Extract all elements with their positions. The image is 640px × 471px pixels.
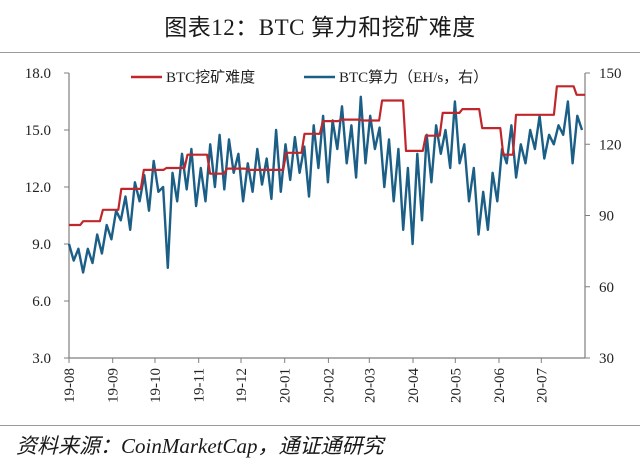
right-y-tick-label: 30 — [599, 351, 614, 367]
chart-canvas: 18.0 15.0 12.0 9.0 6.0 3.0 150 120 90 60 30 19-08 19… — [25, 66, 622, 403]
x-tick-label: 19-09 — [106, 368, 122, 403]
left-y-tick-label: 15.0 — [25, 123, 51, 139]
title-divider — [0, 52, 640, 53]
x-tick-label: 19-11 — [192, 368, 208, 402]
legend-difficulty-label: BTC挖矿难度 — [166, 69, 255, 86]
x-tick-label: 20-01 — [278, 368, 294, 403]
right-y-tick-label: 60 — [599, 280, 614, 296]
hashrate-line — [67, 95, 584, 274]
legend-hashrate-label: BTC算力（EH/s，右） — [339, 68, 488, 86]
x-tick-label: 20-07 — [534, 368, 550, 403]
x-tick-label: 19-10 — [148, 368, 164, 403]
left-y-tick-label: 12.0 — [25, 180, 51, 196]
right-y-tick-label: 120 — [599, 137, 622, 153]
difficulty-line — [69, 85, 586, 227]
right-y-tick-label: 150 — [599, 66, 622, 82]
x-tick-label: 19-12 — [234, 368, 250, 403]
x-tick-label: 20-04 — [406, 368, 422, 403]
right-y-tick-label: 90 — [599, 209, 614, 225]
x-tick-label: 20-02 — [321, 368, 337, 403]
left-y-tick-label: 18.0 — [25, 66, 51, 82]
left-y-tick-label: 6.0 — [32, 294, 51, 310]
left-y-tick-label: 3.0 — [32, 351, 51, 367]
x-tick-label: 20-05 — [448, 368, 464, 403]
source-note: 资料来源：CoinMarketCap，通证通研究 — [16, 434, 384, 458]
left-y-tick-label: 9.0 — [32, 237, 51, 253]
x-tick-label: 20-03 — [362, 368, 378, 403]
source-divider — [0, 425, 640, 426]
x-tick-label: 20-06 — [492, 368, 508, 403]
chart-title: 图表12：BTC 算力和挖矿难度 — [164, 15, 476, 40]
x-tick-label: 19-08 — [62, 368, 78, 403]
